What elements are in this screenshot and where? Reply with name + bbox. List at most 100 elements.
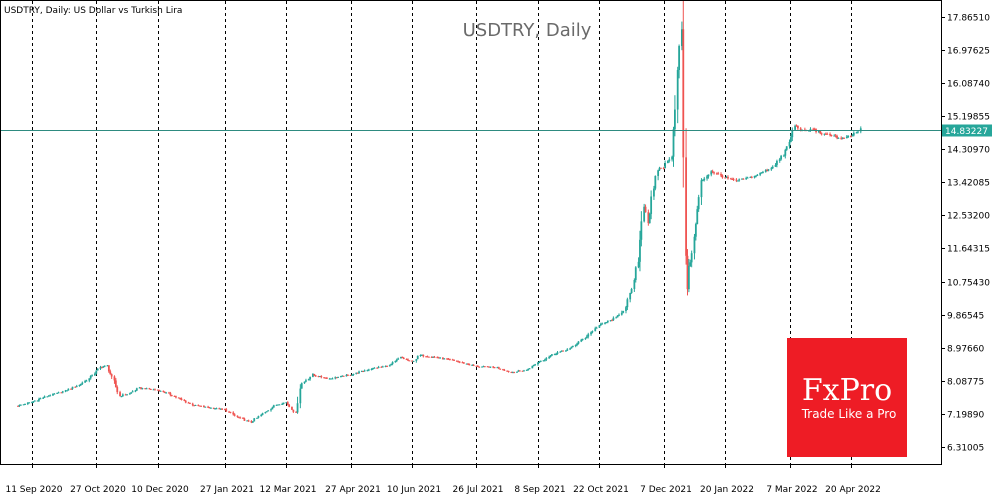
candle-up (618, 313, 620, 317)
candle-up (377, 365, 380, 369)
candle-down (286, 401, 289, 406)
candle-up (760, 172, 763, 174)
candle-up (80, 383, 82, 386)
candle-up (281, 402, 284, 405)
candle-up (88, 378, 91, 383)
candle-up (334, 376, 337, 380)
candle-up (749, 176, 752, 178)
candle-up (432, 356, 435, 358)
candle-down (376, 367, 379, 369)
candle-up (381, 365, 384, 368)
candle-down (198, 405, 201, 407)
candle-down (506, 370, 509, 372)
x-tick-label: 27 Jan 2021 (200, 485, 254, 495)
candle-down (518, 370, 521, 372)
candle-up (710, 170, 713, 177)
candle-down (447, 358, 450, 360)
candle-down (114, 378, 117, 388)
candle-up (551, 354, 553, 357)
candle-up (265, 411, 268, 413)
candle-up (412, 360, 415, 363)
candle-down (250, 420, 253, 424)
candle-up (331, 377, 334, 380)
candle-down (826, 132, 829, 135)
candle-down (243, 417, 246, 421)
current-price-label: 14.83227 (945, 127, 988, 137)
candle-up (837, 137, 840, 139)
candle-up (89, 375, 92, 380)
candle-down (229, 411, 232, 414)
candle-down (850, 135, 852, 138)
candle-down (813, 127, 816, 131)
candle-up (774, 163, 777, 167)
x-tick-label: 10 Jun 2021 (387, 485, 441, 495)
candle-down (236, 415, 239, 418)
gridlines (32, 1, 852, 464)
candle-up (443, 358, 446, 360)
candle-up (471, 364, 474, 366)
candle-up (857, 131, 859, 134)
candle-up (134, 389, 137, 393)
candle-up (672, 126, 675, 167)
candle-up (590, 331, 592, 336)
candle-up (388, 364, 391, 367)
candle-up (39, 397, 42, 400)
candle-down (212, 407, 215, 410)
x-axis: 11 Sep 2020 27 Oct 2020 10 Dec 2020 27 Jan … (5, 464, 881, 495)
candle-down (346, 374, 349, 376)
candle-down (468, 363, 471, 366)
candle-down (247, 419, 250, 422)
candle-up (309, 376, 312, 381)
candle-up (701, 179, 704, 182)
candle-down (660, 167, 662, 169)
y-tick-label: 17.86510 (947, 14, 990, 24)
candle-up (135, 387, 138, 392)
candle-down (433, 355, 436, 358)
candle-up (770, 166, 773, 171)
candle-up (534, 363, 537, 366)
candle-down (715, 172, 718, 175)
candle-up (517, 369, 520, 372)
candle-up (299, 384, 302, 409)
candle-up (300, 382, 303, 389)
candle-up (707, 174, 710, 179)
candle-up (780, 154, 783, 161)
candle-up (47, 395, 50, 397)
candle-up (706, 174, 708, 181)
candle-up (33, 400, 36, 402)
candle-down (233, 413, 236, 417)
candle-up (43, 395, 46, 398)
candle-up (612, 316, 615, 321)
candle-up (598, 325, 601, 328)
candle-down (207, 405, 209, 408)
candle-down (732, 177, 735, 181)
x-tick-label: 20 Apr 2022 (825, 485, 881, 495)
candle-up (481, 366, 483, 368)
candle-up (165, 391, 168, 394)
candle-down (60, 392, 63, 394)
candle-up (95, 370, 98, 375)
y-tick-label: 7.19890 (947, 411, 984, 421)
candle-down (682, 0, 685, 188)
candle-down (472, 364, 475, 367)
candle-up (194, 404, 197, 406)
candle-up (303, 381, 306, 384)
candle-down (107, 365, 110, 373)
candle-down (149, 388, 152, 390)
candle-up (671, 155, 674, 162)
candle-down (750, 175, 753, 179)
candle-up (791, 127, 794, 142)
candle-up (559, 351, 562, 353)
candle-up (587, 332, 590, 339)
candle-up (391, 361, 394, 366)
candle-up (667, 160, 669, 164)
candle-up (275, 404, 278, 406)
candle-up (24, 403, 26, 406)
candle-down (408, 360, 411, 362)
candle-up (576, 342, 578, 347)
candle-down (720, 172, 722, 177)
candle-down (187, 401, 190, 404)
candle-up (439, 357, 442, 359)
candle-up (130, 392, 133, 394)
